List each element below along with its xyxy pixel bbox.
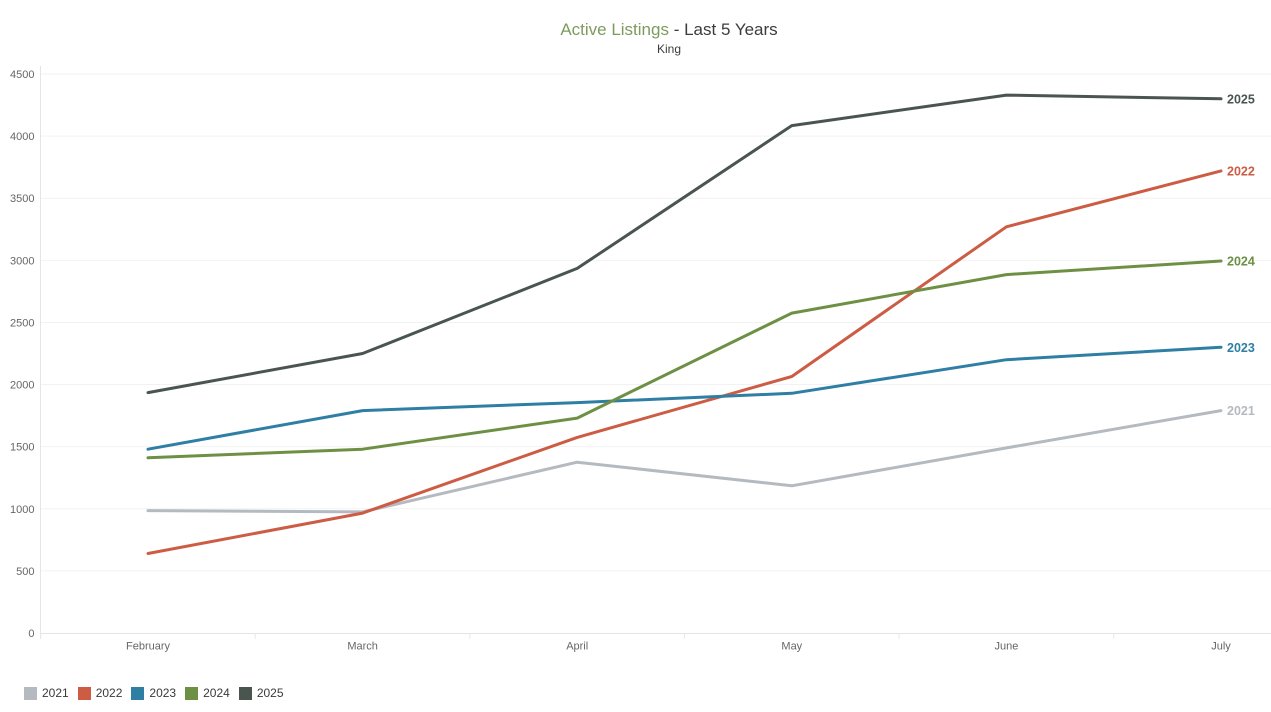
series-line-2023[interactable]: [146, 345, 1223, 451]
series-line-2025[interactable]: [146, 93, 1223, 395]
legend-label: 2022: [95, 686, 123, 700]
legend: 2021 2022 2023 2024 2025: [24, 686, 284, 700]
series-line-2021[interactable]: [146, 409, 1223, 514]
x-tick-label: April: [566, 641, 588, 653]
x-tick-label: July: [1211, 641, 1231, 653]
legend-label: 2023: [149, 686, 177, 700]
chart-title: Active Listings - Last 5 Years: [67, 20, 1271, 40]
y-tick-label: 0: [28, 628, 34, 640]
chart-subtitle: King: [656, 42, 682, 57]
x-tick-label: May: [781, 641, 802, 653]
series-end-label-2024: 2024: [1227, 254, 1255, 268]
chart-title-rest: - Last 5 Years: [668, 20, 778, 39]
y-tick-label: 4000: [10, 131, 34, 143]
legend-label: 2021: [42, 686, 69, 700]
x-tick-label: February: [126, 641, 171, 653]
x-tick-label: June: [994, 641, 1018, 653]
y-tick-labels: 0 500 1000 1500 2000 2500 3000 3500 4000 4500: [10, 69, 34, 640]
y-tick-label: 1000: [10, 504, 34, 516]
series-line-2024[interactable]: [146, 259, 1223, 460]
x-tick-label: March: [347, 641, 378, 653]
legend-label: 2025: [256, 686, 284, 700]
legend-item-2022[interactable]: 2022: [77, 686, 123, 700]
legend-item-2023[interactable]: 2023: [131, 686, 176, 700]
y-tick-label: 2000: [10, 380, 34, 392]
legend-label: 2024: [203, 686, 230, 700]
chart-header: Active Listings - Last 5 Years King: [67, 20, 1271, 57]
series-line-2022[interactable]: [146, 169, 1223, 555]
series-end-label-2022: 2022: [1227, 164, 1255, 178]
y-tick-label: 2500: [10, 317, 34, 329]
x-axis-ticks: [40, 633, 1115, 639]
x-tick-labels: February March April May June July: [126, 641, 1231, 653]
series-end-label-2023: 2023: [1227, 341, 1255, 355]
legend-swatch-2023: [131, 686, 145, 700]
legend-item-2021[interactable]: 2021: [24, 686, 69, 700]
series-end-label-2021: 2021: [1227, 404, 1255, 418]
y-tick-label: 500: [16, 566, 34, 578]
y-gridlines: [40, 73, 1271, 572]
y-tick-label: 4500: [10, 69, 34, 81]
y-tick-label: 3500: [10, 193, 34, 205]
legend-swatch-2024: [185, 686, 199, 700]
legend-swatch-2021: [24, 686, 37, 700]
legend-swatch-2025: [238, 686, 252, 700]
chart-title-highlight: Active Listings: [560, 20, 669, 39]
y-tick-label: 3000: [10, 255, 34, 267]
legend-swatch-2022: [77, 686, 91, 700]
series-end-label-2025: 2025: [1227, 92, 1255, 106]
legend-item-2024[interactable]: 2024: [185, 686, 230, 700]
legend-item-2025[interactable]: 2025: [238, 686, 284, 700]
y-tick-label: 1500: [10, 442, 34, 454]
